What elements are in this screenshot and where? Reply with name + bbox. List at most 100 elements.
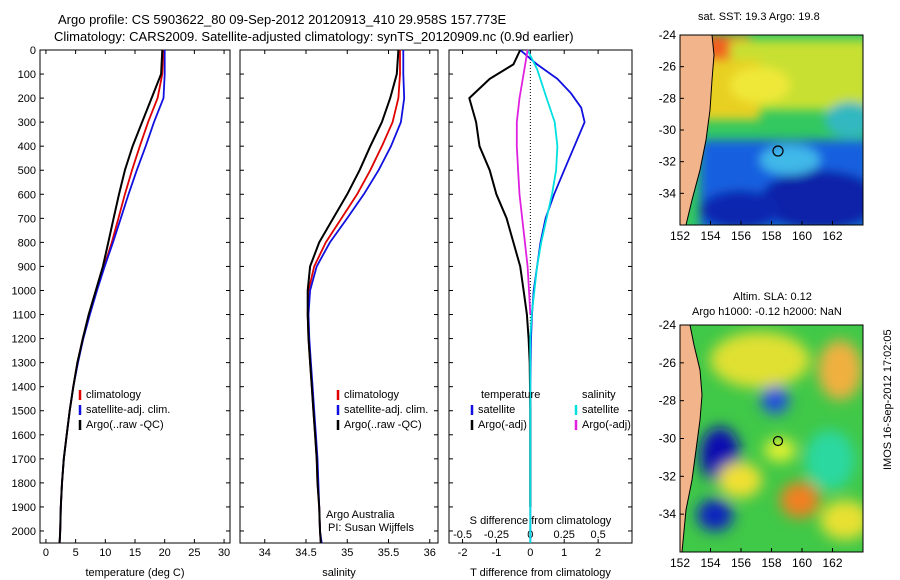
legend-title-salinity: salinity	[582, 389, 616, 401]
legend-title-temperature: temperature	[481, 389, 540, 401]
xtick-label-salinity: 35	[341, 547, 353, 559]
map-xtick-label-sla_map: 154	[700, 556, 720, 570]
s-tick-label: -0.5	[453, 529, 472, 541]
map-ytick-label-sst_map: -28	[659, 91, 677, 105]
xtick-label-difference: -2	[458, 547, 468, 559]
map-xtick-label-sst_map: 154	[700, 229, 720, 243]
header-line-2: Climatology: CARS2009. Satellite-adjuste…	[54, 29, 574, 44]
ytick-label: 1000	[12, 285, 36, 297]
map-ytick-label-sla_map: -26	[659, 356, 677, 370]
series-difference-1	[468, 49, 532, 507]
legend-label-salinity: climatology	[344, 389, 400, 401]
ytick-label: 1900	[12, 502, 36, 514]
xtick-label-difference: -1	[492, 547, 502, 559]
panel-temperature-frame	[39, 49, 231, 544]
sla-map-land	[680, 325, 703, 552]
ytick-label: 1200	[12, 334, 36, 346]
ytick-label: 400	[18, 141, 36, 153]
series-salinity-0	[306, 50, 401, 544]
xtick-label-temperature: 0	[43, 547, 49, 559]
series-temperature-0	[58, 49, 165, 544]
header-line-1: Argo profile: CS 5903622_80 09-Sep-2012 …	[58, 12, 507, 27]
sst-map-field	[680, 35, 863, 225]
map-ytick-label-sst_map: -30	[659, 123, 677, 137]
xtick-label-difference: 2	[595, 547, 601, 559]
xtick-label-temperature: 25	[188, 547, 200, 559]
ytick-label: 700	[18, 213, 36, 225]
ytick-label: 200	[18, 93, 36, 105]
ytick-label: 500	[18, 165, 36, 177]
map-ytick-label-sla_map: -34	[659, 507, 677, 521]
xlabel-top-difference: S difference from climatology	[470, 515, 612, 527]
map-xtick-label-sst_map: 160	[792, 229, 812, 243]
s-tick-label: 0.25	[554, 529, 575, 541]
xtick-label-temperature: 15	[129, 547, 141, 559]
map-xtick-label-sst_map: 156	[731, 229, 751, 243]
xtick-label-salinity: 34.5	[295, 547, 316, 559]
sla-map-field	[680, 325, 863, 552]
sst-map-argo-marker	[772, 145, 784, 157]
ytick-label: 1100	[12, 310, 36, 322]
xlabel-temperature: temperature (deg C)	[85, 567, 184, 579]
series-difference-3	[515, 49, 532, 315]
legend-label-temperature: climatology	[86, 389, 142, 401]
charts-layer: 0 5 10 15 20 25 300100200300400500600700800900…	[12, 28, 843, 579]
map-xtick-label-sla_map: 162	[822, 556, 842, 570]
series-temperature-2	[58, 49, 164, 544]
legend-label-salinity: satellite-adj. clim.	[344, 404, 428, 416]
sla-map-subtitle: Argo h1000: -0.12 h2000: NaN	[692, 306, 842, 318]
map-ytick-label-sla_map: -28	[659, 394, 677, 408]
legend-label-temperature: satellite-adj. clim.	[86, 404, 170, 416]
map-xtick-label-sla_map: 158	[761, 556, 781, 570]
xtick-label-temperature: 5	[73, 547, 79, 559]
series-salinity-2	[306, 49, 400, 544]
legend-label-salinity: Argo(..raw -QC)	[344, 419, 422, 431]
legend-label-difference: Argo(-adj)	[478, 419, 527, 431]
xtick-label-difference: 1	[561, 547, 567, 559]
ytick-label: 2000	[12, 526, 36, 538]
s-tick-label: 0.5	[590, 529, 605, 541]
xtick-label-temperature: 30	[218, 547, 230, 559]
map-ytick-label-sst_map: -26	[659, 60, 677, 74]
xlabel-difference: T difference from climatology	[470, 567, 611, 579]
institution-label: Argo Australia	[326, 509, 395, 521]
legend-label-difference: Argo(-adj)	[582, 419, 631, 431]
sla-map-title: Altim. SLA: 0.12	[733, 291, 812, 303]
sst-map-title: sat. SST: 19.3 Argo: 19.8	[698, 11, 820, 23]
map-ytick-label-sla_map: -24	[659, 318, 677, 332]
ytick-label: 100	[18, 69, 36, 81]
ytick-label: 800	[18, 237, 36, 249]
ytick-label: 1700	[12, 454, 36, 466]
map-xtick-label-sla_map: 160	[792, 556, 812, 570]
series-difference-2	[526, 49, 559, 543]
legend-label-difference: satellite	[582, 404, 619, 416]
xtick-label-difference: 0	[527, 547, 533, 559]
ytick-label: 1400	[12, 382, 36, 394]
xtick-label-salinity: 35.5	[378, 547, 399, 559]
ytick-label: 1500	[12, 406, 36, 418]
map-xtick-label-sst_map: 152	[670, 229, 690, 243]
ytick-label: 0	[30, 45, 36, 57]
map-ytick-label-sla_map: -30	[659, 432, 677, 446]
map-xtick-label-sla_map: 152	[670, 556, 690, 570]
panel-salinity-frame	[239, 49, 439, 544]
pi-label: PI: Susan Wijffels	[328, 522, 414, 534]
sst-map-land	[680, 35, 715, 225]
xlabel-salinity: salinity	[322, 567, 356, 579]
ytick-label: 300	[18, 117, 36, 129]
ytick-label: 1800	[12, 478, 36, 490]
panel-difference-frame	[448, 49, 633, 544]
map-xtick-label-sst_map: 162	[822, 229, 842, 243]
series-temperature-1	[58, 50, 166, 544]
map-ytick-label-sst_map: -34	[659, 186, 677, 200]
map-ytick-label-sst_map: -24	[659, 28, 677, 42]
xtick-label-salinity: 36	[424, 547, 436, 559]
xtick-label-temperature: 20	[159, 547, 171, 559]
ytick-label: 1600	[12, 430, 36, 442]
map-ytick-label-sla_map: -32	[659, 469, 677, 483]
xtick-label-temperature: 10	[99, 547, 111, 559]
ytick-label: 600	[18, 189, 36, 201]
legend-label-difference: satellite	[478, 404, 515, 416]
ytick-label: 1300	[12, 358, 36, 370]
legend-label-temperature: Argo(..raw -QC)	[86, 419, 164, 431]
